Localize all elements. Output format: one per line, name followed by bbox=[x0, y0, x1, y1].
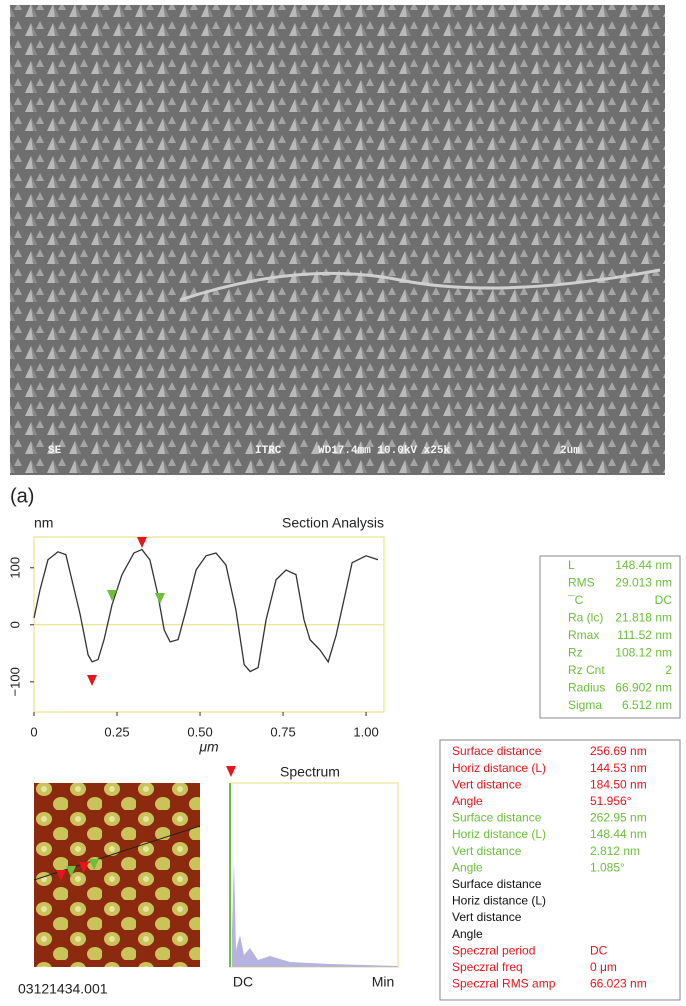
measure-value: DC bbox=[590, 943, 608, 957]
measure-label: Vert distance bbox=[452, 777, 522, 791]
stat-label: Ra (lc) bbox=[568, 611, 603, 625]
measure-value: 1.085° bbox=[590, 860, 625, 874]
measure-value: 0 μm bbox=[590, 960, 617, 974]
stat-label: L bbox=[568, 558, 575, 572]
measure-label: Speczral freq bbox=[452, 960, 523, 974]
measure-label: Speczral RMS amp bbox=[452, 977, 556, 991]
measure-label: Horiz distance (L) bbox=[452, 761, 546, 775]
measure-label: Speczral period bbox=[452, 943, 535, 957]
stat-label: RMS bbox=[568, 576, 595, 590]
measure-value: 2.812 nm bbox=[590, 844, 640, 858]
sem-label: ITRC bbox=[255, 445, 282, 457]
stat-label: Radius bbox=[568, 681, 605, 695]
x-tick-label: 1.00 bbox=[353, 724, 378, 739]
x-tick-label: 0.25 bbox=[104, 724, 129, 739]
sem-label: SE bbox=[48, 445, 62, 457]
stat-label: Rz bbox=[568, 646, 583, 660]
afm-image bbox=[34, 783, 200, 967]
x-tick-label: 0.50 bbox=[187, 724, 212, 739]
spectrum: Spectrum DC Min bbox=[226, 764, 398, 990]
file-id: 03121434.001 bbox=[18, 981, 108, 997]
measure-value: 184.50 nm bbox=[590, 777, 647, 791]
stat-label: Sigma bbox=[568, 698, 602, 712]
stat-value: 111.52 nm bbox=[617, 628, 672, 642]
measure-label: Angle bbox=[452, 927, 483, 941]
y-tick-label: −100 bbox=[7, 667, 22, 696]
measure-label: Vert distance bbox=[452, 844, 522, 858]
sem-label: 2um bbox=[560, 445, 580, 457]
measure-label: Angle bbox=[452, 794, 483, 808]
stat-value: 21.818 nm bbox=[615, 611, 672, 625]
stat-value: 2 bbox=[665, 663, 672, 677]
stat-value: 6.512 nm bbox=[622, 698, 672, 712]
stat-value: DC bbox=[655, 593, 673, 607]
stat-value: 148.44 nm bbox=[615, 558, 672, 572]
stat-label: Rz Cnt bbox=[568, 663, 605, 677]
x-axis-label: μm bbox=[198, 739, 219, 755]
measure-label: Horiz distance (L) bbox=[452, 894, 546, 908]
y-axis-label: nm bbox=[34, 515, 53, 531]
measure-label: Vert distance bbox=[452, 910, 522, 924]
chart-title: Section Analysis bbox=[282, 515, 384, 531]
sem-label: WD17.4mm 10.0kV x25k bbox=[318, 445, 450, 457]
y-tick-label: 100 bbox=[7, 557, 22, 579]
measure-label: Surface distance bbox=[452, 877, 542, 891]
x-tick-label: 0.75 bbox=[270, 724, 295, 739]
stat-value: 66.902 nm bbox=[615, 681, 672, 695]
measure-value: 51.956° bbox=[590, 794, 632, 808]
spectrum-title: Spectrum bbox=[280, 764, 340, 780]
spectrum-label: DC bbox=[233, 974, 253, 990]
measure-label: Horiz distance (L) bbox=[452, 827, 546, 841]
measure-value: 66.023 nm bbox=[590, 977, 647, 991]
stat-label: ¯C bbox=[567, 593, 584, 607]
measure-value: 144.53 nm bbox=[590, 761, 647, 775]
measure-label: Surface distance bbox=[452, 811, 542, 825]
stat-value: 29.013 nm bbox=[615, 576, 672, 590]
cursors bbox=[87, 537, 165, 686]
measure-value: 256.69 nm bbox=[590, 744, 647, 758]
measure-label: Angle bbox=[452, 860, 483, 874]
measure-value: 262.95 nm bbox=[590, 811, 647, 825]
stat-label: Rmax bbox=[568, 628, 599, 642]
x-tick-label: 0 bbox=[30, 724, 37, 739]
y-tick-label: 0 bbox=[7, 621, 22, 628]
measure-value: 148.44 nm bbox=[590, 827, 647, 841]
stat-value: 108.12 nm bbox=[615, 646, 672, 660]
profile-line bbox=[34, 550, 378, 672]
sem-image: SE ITRC WD17.4mm 10.0kV x25k 2um bbox=[10, 5, 665, 475]
panel-label: (a) bbox=[10, 485, 34, 507]
measure-label: Surface distance bbox=[452, 744, 542, 758]
figure: SE ITRC WD17.4mm 10.0kV x25k 2um (a) nm … bbox=[0, 0, 686, 1001]
spectrum-label: Min bbox=[372, 974, 395, 990]
